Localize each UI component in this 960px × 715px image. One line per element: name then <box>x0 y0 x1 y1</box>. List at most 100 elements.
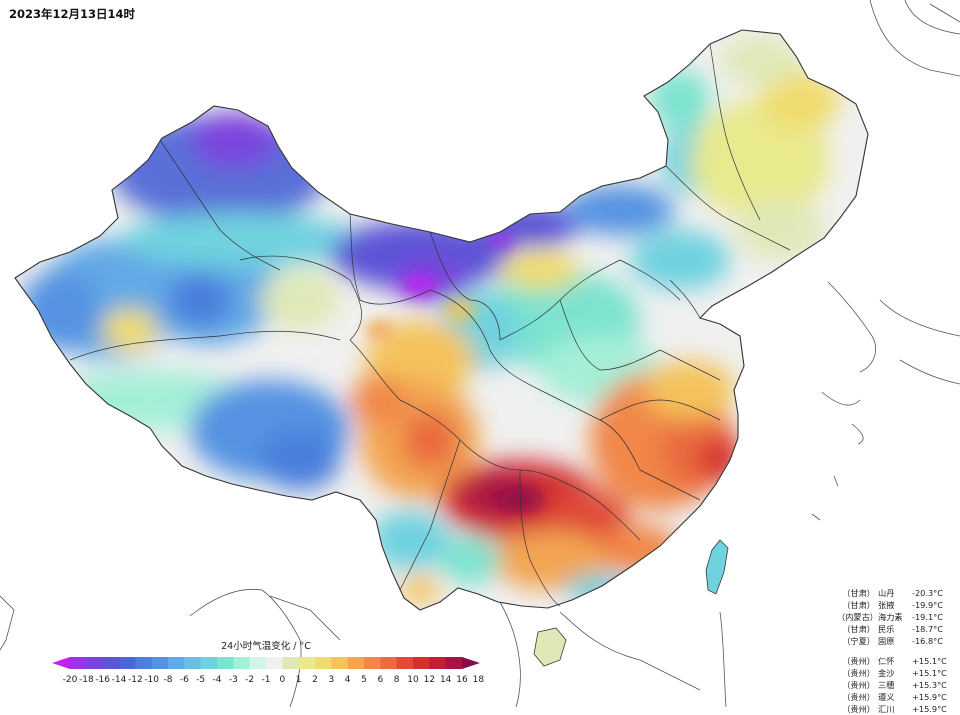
extreme-province: （宁夏） <box>842 636 875 646</box>
legend-tick-label: -1 <box>262 675 271 685</box>
extreme-province: （甘肃） <box>842 600 875 610</box>
extreme-value: +15.9°C <box>912 692 947 702</box>
legend-tick-label: -18 <box>79 675 94 685</box>
extreme-row: （贵州） 三穗 +15.3°C <box>816 679 952 691</box>
extreme-station: 民乐 <box>878 624 895 634</box>
legend-swatch <box>233 657 251 669</box>
timestamp: 2023年12月13日14时 <box>9 7 136 21</box>
cold-extremes-list: （甘肃） 山丹 -20.3°C （甘肃） 张掖 -19.9°C （内蒙古） 海力素 -19.1°… <box>816 587 952 647</box>
extreme-row: （内蒙古） 海力素 -19.1°C <box>816 611 952 623</box>
legend-swatch <box>315 657 332 669</box>
warm-extremes-list: （贵州） 仁怀 +15.1°C （贵州） 金沙 +15.1°C （贵州） 三穗 +15.3°C （… <box>816 655 952 715</box>
extreme-row: （甘肃） 山丹 -20.3°C <box>816 587 952 599</box>
legend-swatch <box>151 657 169 669</box>
legend-swatch <box>184 657 202 669</box>
extreme-row: （贵州） 仁怀 +15.1°C <box>816 655 952 667</box>
extreme-station: 金沙 <box>878 668 895 678</box>
legend-swatch <box>347 657 365 669</box>
legend-tick-label: 6 <box>377 675 383 685</box>
extreme-row: （宁夏） 固原 -16.8°C <box>816 635 952 647</box>
legend-swatch <box>119 657 136 669</box>
legend-swatch <box>462 657 480 669</box>
extreme-row: （贵州） 遵义 +15.9°C <box>816 691 952 703</box>
extreme-station: 汇川 <box>878 704 895 714</box>
province-borders <box>14 29 869 611</box>
legend-swatch <box>429 657 447 669</box>
extreme-province: （甘肃） <box>842 588 875 598</box>
extreme-station: 遵义 <box>878 692 895 702</box>
extreme-station: 固原 <box>878 636 895 646</box>
extreme-station: 张掖 <box>878 600 895 610</box>
legend-swatch <box>266 657 283 669</box>
legend-tick-label: -16 <box>95 675 110 685</box>
extreme-value: -16.8°C <box>912 636 943 646</box>
legend-swatch <box>298 657 316 669</box>
legend-title: 24小时气温变化 / °C <box>221 641 311 652</box>
legend-tick-label: -12 <box>128 675 143 685</box>
legend-tick-label: 16 <box>456 675 468 685</box>
extreme-province: （贵州） <box>842 668 875 678</box>
legend-swatch <box>413 657 430 669</box>
extreme-row: （贵州） 汇川 +15.9°C <box>816 703 952 715</box>
extreme-value: -20.3°C <box>912 588 943 598</box>
extreme-value: +15.3°C <box>912 680 947 690</box>
extreme-value: +15.9°C <box>912 704 947 714</box>
legend-tick-label: 1 <box>296 675 302 685</box>
extremes-panel: （甘肃） 山丹 -20.3°C （甘肃） 张掖 -19.9°C （内蒙古） 海力素 -19.1°… <box>816 587 952 715</box>
legend-swatch <box>102 657 120 669</box>
legend-swatch <box>52 657 70 669</box>
legend-swatch <box>445 657 463 669</box>
legend-tick-label: -3 <box>229 675 238 685</box>
extreme-province: （内蒙古） <box>837 612 878 622</box>
extreme-value: +15.1°C <box>912 656 947 666</box>
legend-tick-label: -6 <box>180 675 189 685</box>
legend-tick-label: -10 <box>144 675 159 685</box>
legend-swatch <box>70 657 87 669</box>
legend-tick-label: -20 <box>63 675 78 685</box>
legend-tick-label: 14 <box>440 675 452 685</box>
legend-tick-label: -2 <box>245 675 254 685</box>
islands <box>533 539 729 667</box>
legend-tick-label: 5 <box>361 675 367 685</box>
color-legend: 24小时气温变化 / °C -20 -18 -16 -14 -12 -10 -8 -6 -5 -4… <box>48 638 484 693</box>
legend-swatch <box>135 657 153 669</box>
extreme-province: （贵州） <box>842 680 875 690</box>
legend-tick-label: 12 <box>424 675 435 685</box>
legend-tick-label: -5 <box>196 675 205 685</box>
legend-swatch <box>380 657 398 669</box>
legend-tick-label: -4 <box>213 675 222 685</box>
legend-tick-label: 0 <box>279 675 285 685</box>
extreme-station: 三穗 <box>878 680 895 690</box>
legend-swatch <box>168 657 185 669</box>
extreme-value: -19.1°C <box>912 612 943 622</box>
extreme-station: 山丹 <box>878 588 895 598</box>
legend-tick-label: 18 <box>473 675 484 685</box>
legend-swatch <box>282 657 300 669</box>
legend-tick-label: 10 <box>407 675 419 685</box>
legend-swatch <box>331 657 349 669</box>
extreme-value: -19.9°C <box>912 600 943 610</box>
extreme-province: （贵州） <box>842 656 875 666</box>
legend-tick-label: 4 <box>345 675 351 685</box>
legend-tick-label: -14 <box>112 675 127 685</box>
extreme-station: 仁怀 <box>878 656 895 666</box>
legend-tick-label: 8 <box>394 675 400 685</box>
legend-tick-label: -8 <box>164 675 173 685</box>
legend-swatch <box>364 657 381 669</box>
extreme-province: （贵州） <box>842 692 875 702</box>
legend-colorbar: -20 -18 -16 -14 -12 -10 -8 -6 -5 -4 -3 -2 -1 0 1 2 3 4 5 6 8… <box>52 657 484 685</box>
legend-tick-label: 3 <box>328 675 334 685</box>
extreme-station: 海力素 <box>878 612 903 622</box>
extreme-row: （甘肃） 民乐 -18.7°C <box>816 623 952 635</box>
extreme-row: （甘肃） 张掖 -19.9°C <box>816 599 952 611</box>
legend-swatch <box>86 657 104 669</box>
extreme-province: （甘肃） <box>842 624 875 634</box>
legend-swatch <box>396 657 414 669</box>
legend-swatch <box>249 657 267 669</box>
legend-swatch <box>200 657 218 669</box>
extreme-value: +15.1°C <box>912 668 947 678</box>
extreme-province: （贵州） <box>842 704 875 714</box>
legend-swatch <box>217 657 234 669</box>
